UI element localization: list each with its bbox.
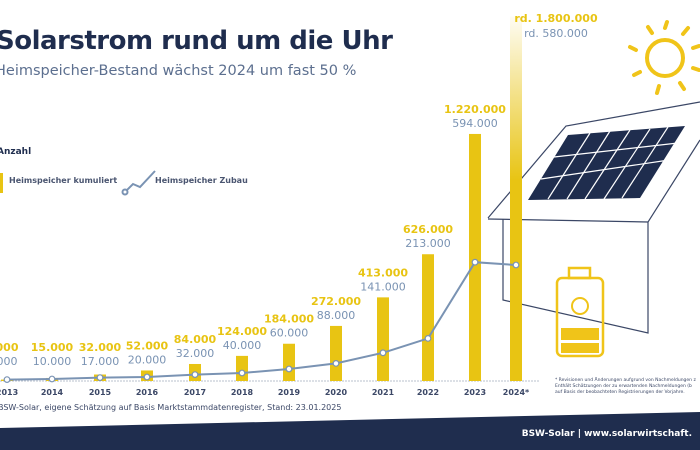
footnote-line: Enthält Schätzungen der zu erwartenden N… [555, 384, 692, 389]
bar-value-label: 124.000 [217, 325, 267, 338]
x-tick-label: 2022 [417, 388, 439, 397]
bar-value-label: rd. 1.800.000 [514, 12, 598, 25]
zubau-point [191, 371, 199, 379]
bar-value-label: 15.000 [31, 341, 74, 354]
line-value-label: 17.000 [81, 355, 120, 368]
zubau-point [143, 373, 151, 381]
x-tick-label: 2014 [41, 388, 64, 397]
footnote-line: * Revisionen und Änderungen aufgrund von… [555, 378, 696, 383]
x-tick-label: 2017 [184, 388, 206, 397]
line-value-label: 40.000 [223, 339, 262, 352]
x-tick-label: 2020 [325, 388, 348, 397]
zubau-point [3, 376, 11, 384]
zubau-point [512, 261, 520, 269]
legend-bar-swatch [0, 173, 3, 193]
bar-value-label: 413.000 [358, 266, 408, 279]
bar-2023 [469, 133, 481, 381]
bar-value-label: 626.000 [403, 223, 453, 236]
sun-icon [628, 20, 700, 95]
zubau-point [48, 375, 56, 383]
page-subtitle: Heimspeicher-Bestand wächst 2024 um fast… [0, 63, 357, 79]
x-tick-label: 2016 [136, 388, 159, 397]
line-value-label: 141.000 [360, 280, 406, 293]
bar-value-label: 1.220.000 [444, 103, 506, 116]
bar-2021 [377, 297, 389, 381]
zubau-point [424, 335, 432, 342]
x-tick-label: 2023 [464, 388, 486, 397]
source-text: BSW-Solar, eigene Schätzung auf Basis Ma… [0, 403, 342, 412]
zubau-point [238, 369, 246, 377]
x-tick-label: 2021 [372, 388, 395, 397]
footnote: * Revisionen und Änderungen aufgrund von… [555, 378, 696, 396]
line-value-label: 10.000 [33, 355, 72, 368]
x-tick-label: 2013 [0, 388, 18, 397]
unit-label: Anzahl [0, 147, 32, 157]
line-value-label: 000 [0, 355, 18, 368]
line-value-label: rd. 580.000 [524, 27, 588, 40]
zubau-point [379, 349, 387, 357]
line-value-label: 594.000 [452, 117, 498, 130]
line-value-label: 60.000 [270, 327, 309, 340]
footnote-line: auf Basis der beobachteten Registrierung… [555, 390, 685, 395]
x-tick-label: 2019 [278, 388, 301, 397]
zubau-point [471, 258, 479, 266]
footer-band [0, 412, 700, 450]
line-value-label: 32.000 [176, 347, 215, 360]
x-tick-label: 2024* [503, 388, 530, 397]
bar-value-label: 272.000 [311, 295, 361, 308]
battery-icon [555, 266, 605, 358]
zubau-point [96, 374, 104, 382]
solar-panel-icon [528, 126, 685, 200]
bar-2020 [330, 325, 342, 381]
bar-value-label: 000 [0, 341, 19, 354]
line-value-label: 20.000 [128, 353, 167, 366]
bar-value-label: 52.000 [126, 339, 169, 352]
zubau-line [6, 261, 517, 381]
bar-value-label: 32.000 [79, 341, 122, 354]
bar-2024* [510, 16, 522, 381]
zubau-point [332, 360, 340, 367]
legend-kumuliert: Heimspeicher kumuliert [9, 176, 118, 185]
zubau-point [285, 365, 293, 373]
x-tick-label: 2018 [231, 388, 254, 397]
bar-2022 [422, 254, 434, 381]
x-tick-label: 2015 [89, 388, 112, 397]
page-title: Solarstrom rund um die Uhr [0, 26, 393, 56]
solar-panel-grid [540, 126, 679, 200]
bar-2019 [283, 343, 295, 381]
footer-brand[interactable]: BSW-Solar | www.solarwirtschaft. [521, 429, 692, 439]
legend-line-swatch [121, 170, 156, 196]
line-value-label: 213.000 [405, 237, 451, 250]
line-value-label: 88.000 [317, 309, 356, 322]
bar-value-label: 184.000 [264, 313, 314, 326]
legend-zubau: Heimspeicher Zubau [155, 176, 248, 185]
bar-value-label: 84.000 [174, 333, 217, 346]
bar-2018 [236, 355, 248, 381]
